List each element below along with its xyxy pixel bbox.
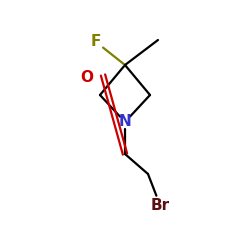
Text: F: F <box>91 34 101 50</box>
Text: O: O <box>80 70 94 86</box>
Text: Br: Br <box>150 198 170 212</box>
Text: N: N <box>119 114 132 130</box>
